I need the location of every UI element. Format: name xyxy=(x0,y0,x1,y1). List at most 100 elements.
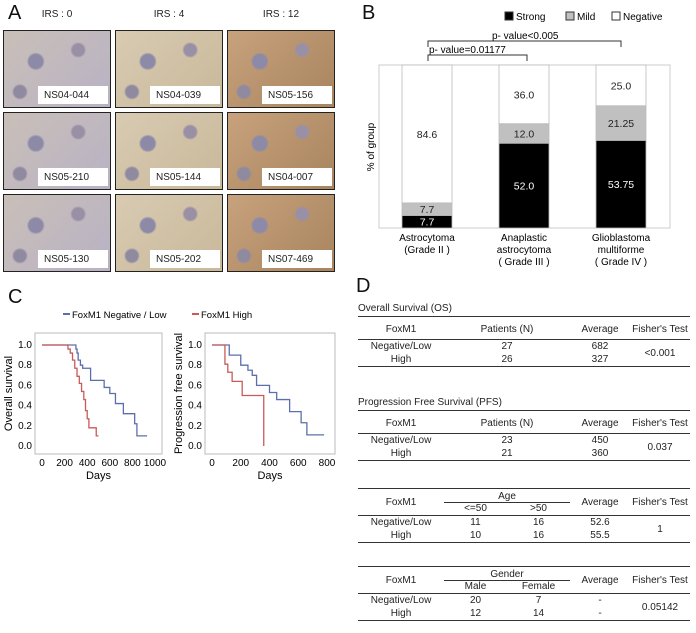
cell: 450 xyxy=(591,435,609,446)
header: FoxM1 xyxy=(385,496,417,508)
legend-swatch xyxy=(192,313,199,315)
x-tick-label: 1000 xyxy=(144,458,167,469)
significance-bracket xyxy=(427,40,622,47)
y-axis-label: Progression free survival xyxy=(173,333,185,454)
survival-curve xyxy=(42,344,148,437)
ihc-image: NS05-130 xyxy=(3,194,111,272)
category-label: astrocytoma xyxy=(497,245,552,256)
x-tick-label: 0 xyxy=(39,458,45,469)
x-tick-label: 600 xyxy=(290,458,307,469)
y-tick-label: 0.6 xyxy=(18,380,32,391)
sample-id: NS04-044 xyxy=(38,86,108,104)
data-label: 36.0 xyxy=(514,89,535,101)
x-tick-label: 400 xyxy=(79,458,96,469)
p-value-annotation: p- value=0.01177 xyxy=(429,45,506,56)
header: Fisher's Test xyxy=(632,417,688,429)
data-label: 25.0 xyxy=(611,80,632,92)
sample-id: NS04-007 xyxy=(262,168,332,186)
header: Fisher's Test xyxy=(632,574,688,586)
cell: 27 xyxy=(501,341,513,352)
sample-id: NS05-210 xyxy=(38,168,108,186)
data-label: 84.6 xyxy=(417,129,438,141)
fisher-test-value: 0.05142 xyxy=(641,601,679,613)
cell: Negative/Low xyxy=(370,517,432,528)
header: FoxM1 xyxy=(385,574,417,586)
significance-bracket xyxy=(427,54,528,61)
x-tick-label: 200 xyxy=(232,458,249,469)
group-header: Age xyxy=(444,491,570,503)
y-tick-label: 0.8 xyxy=(188,360,202,371)
sample-id: NS07-469 xyxy=(262,250,332,268)
category-label: (Grade II ) xyxy=(404,245,450,256)
cell: High xyxy=(390,448,412,459)
y-tick-label: 0.4 xyxy=(18,401,32,412)
panel-label-b: B xyxy=(362,2,376,24)
legend-label: Mild xyxy=(577,12,595,23)
table-age: FoxM1 Age <=50 >50 Average Fisher's Test Ne… xyxy=(358,488,690,543)
header: Fisher's Test xyxy=(632,323,688,335)
ihc-image: NS07-469 xyxy=(227,194,335,272)
panel-label-a: A xyxy=(8,2,22,24)
ihc-image: NS04-007 xyxy=(227,112,335,190)
x-tick-label: 600 xyxy=(101,458,118,469)
x-tick-label: 800 xyxy=(319,458,336,469)
cell: - xyxy=(598,608,602,619)
cell: 11 xyxy=(470,517,481,528)
legend-label: Strong xyxy=(516,12,545,23)
table-gender: FoxM1 Gender Male Female Average Fisher's T… xyxy=(358,566,690,621)
fisher-test-value: 0.037 xyxy=(647,441,673,453)
bar-negative xyxy=(498,64,550,125)
category-label: ( Grade III ) xyxy=(498,257,549,268)
x-tick-label: 0 xyxy=(209,458,215,469)
cell: 26 xyxy=(501,354,513,365)
table-title: Progression Free Survival (PFS) xyxy=(358,397,690,411)
stacked-bar-chart: 7.77.7 84.6 Astrocytoma(Grade II ) 52.0 12.0… xyxy=(366,11,671,268)
legend-swatch xyxy=(504,11,514,21)
plot-frame xyxy=(204,332,336,455)
p-value-annotation: p- value<0.005 xyxy=(492,31,559,42)
category-label: Glioblastoma xyxy=(592,233,651,244)
x-axis-label: Days xyxy=(86,470,112,482)
cell: - xyxy=(598,595,602,606)
x-tick-label: 200 xyxy=(56,458,73,469)
cell: High xyxy=(390,608,412,619)
cell: 360 xyxy=(591,448,609,459)
fisher-test-value: <0.001 xyxy=(644,347,676,359)
ihc-image: NS05-202 xyxy=(115,194,223,272)
survival-curves: FoxM1 Negative / Low FoxM1 High 0 200 400 600… xyxy=(3,310,336,482)
cell: 16 xyxy=(532,517,545,528)
sample-id: NS05-144 xyxy=(150,168,220,186)
legend-swatch xyxy=(63,313,70,315)
y-tick-label: 0.0 xyxy=(18,441,32,452)
bar-strong xyxy=(498,142,550,229)
x-tick-label: 800 xyxy=(124,458,141,469)
cell: 327 xyxy=(591,354,609,365)
data-label: 53.75 xyxy=(608,179,634,191)
y-axis-label: Overall survival xyxy=(3,356,15,431)
cell: 16 xyxy=(532,530,545,541)
cell: 52.6 xyxy=(590,517,610,528)
header: FoxM1 xyxy=(385,417,417,429)
legend-swatch xyxy=(611,11,621,21)
ihc-image: NS05-144 xyxy=(115,112,223,190)
legend-label: FoxM1 Negative / Low xyxy=(72,310,167,321)
cell: Negative/Low xyxy=(370,435,432,446)
header: Average xyxy=(581,417,619,429)
y-tick-label: 0.8 xyxy=(18,360,32,371)
header: <=50 xyxy=(464,502,487,514)
cell: 12 xyxy=(469,608,482,619)
y-tick-label: 1.0 xyxy=(188,340,202,351)
cell: 7 xyxy=(535,595,542,606)
group-header: Gender xyxy=(444,569,570,581)
x-axis-label: Days xyxy=(257,470,283,482)
ihc-image: NS05-156 xyxy=(227,30,335,108)
y-tick-label: 1.0 xyxy=(18,340,32,351)
panel-label-d: D xyxy=(356,275,371,297)
header: Male xyxy=(464,580,487,592)
ihc-image: NS05-210 xyxy=(3,112,111,190)
y-tick-label: 0.6 xyxy=(188,380,202,391)
header: Patients (N) xyxy=(480,323,534,335)
cell: 10 xyxy=(469,530,482,541)
cell: Negative/Low xyxy=(370,341,432,352)
data-label: 12.0 xyxy=(514,128,535,140)
